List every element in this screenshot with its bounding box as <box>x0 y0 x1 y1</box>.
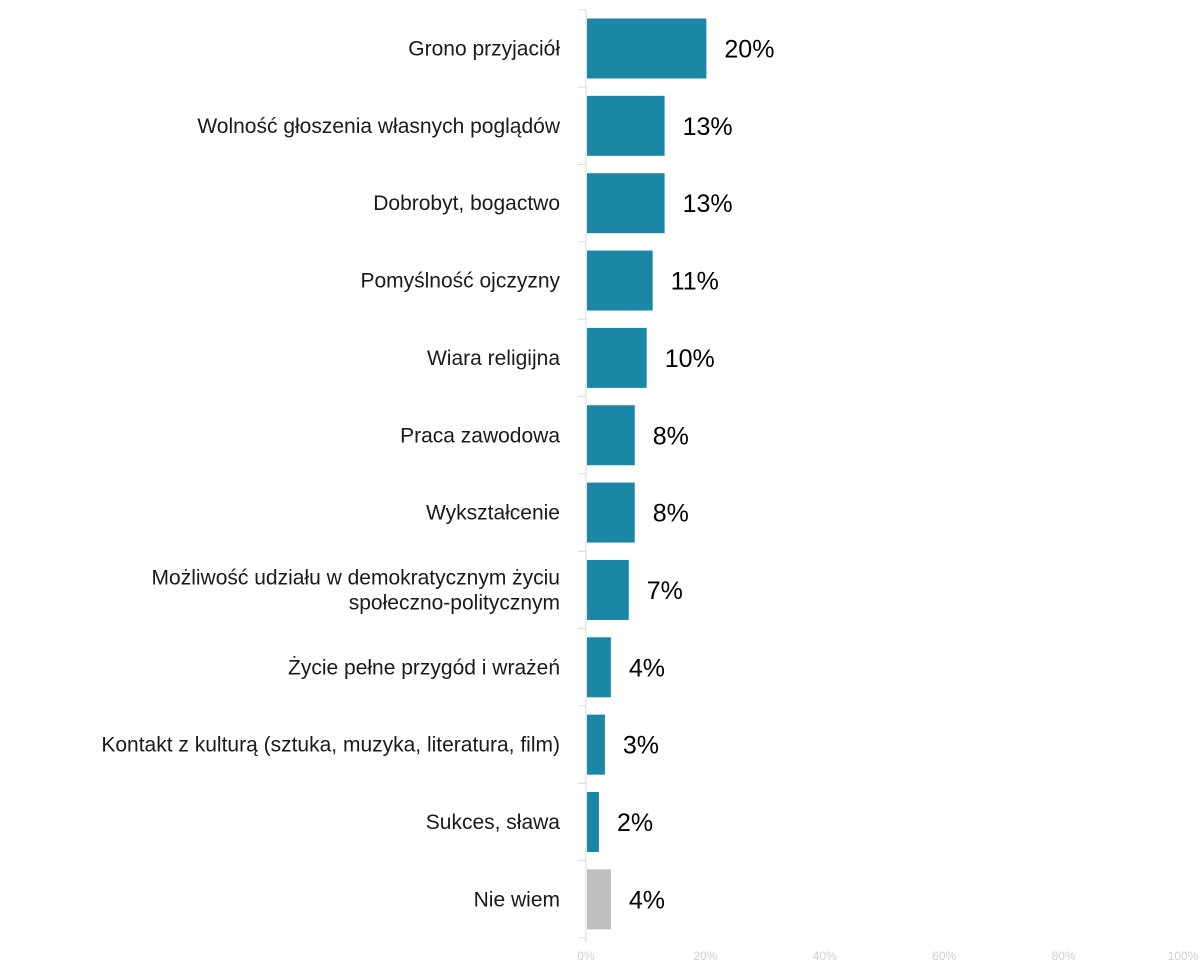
tick-labels-group: 0% 20% 40% 60% 80% 100% <box>577 949 1198 963</box>
data-label: 20% <box>724 36 774 64</box>
data-label: 10% <box>665 345 715 373</box>
data-label: 2% <box>617 809 653 837</box>
value-axis <box>578 9 587 942</box>
value-labels-group: 20% 13% 13% 11% 10% 8% 8% 7% 4% 3% 2% 4% <box>617 36 775 915</box>
category-label: Wiara religijna <box>427 347 560 370</box>
bar <box>587 327 647 388</box>
bar <box>587 250 653 311</box>
category-label: Grono przyjaciół <box>408 38 560 61</box>
x-tick-label: 80% <box>1052 949 1076 963</box>
category-label: Wykształcenie <box>426 502 560 525</box>
category-label: Praca zawodowa <box>400 424 560 447</box>
bar <box>587 95 665 156</box>
category-label: Możliwość udziału w demokratycznym życiu… <box>152 566 560 614</box>
category-label: Wolność głoszenia własnych poglądów <box>197 115 560 138</box>
data-label: 8% <box>653 500 689 528</box>
bar <box>587 559 629 620</box>
category-label: Pomyślność ojczyzny <box>360 270 560 293</box>
bars-group <box>587 18 707 930</box>
category-label: Sukces, sława <box>426 811 561 834</box>
bar <box>587 18 707 79</box>
category-label: Kontakt z kulturą (sztuka, muzyka, liter… <box>101 734 560 757</box>
data-label: 4% <box>629 886 665 914</box>
category-label: Nie wiem <box>474 888 560 911</box>
data-label: 4% <box>629 654 665 682</box>
category-labels-group: Grono przyjaciół Wolność głoszenia własny… <box>101 38 560 912</box>
bar <box>587 792 599 852</box>
data-label: 13% <box>683 190 733 218</box>
bar <box>587 714 605 775</box>
category-label: Życie pełne przygód i wrażeń <box>288 656 560 679</box>
data-label: 11% <box>671 268 719 296</box>
data-label: 8% <box>653 422 689 450</box>
bar <box>587 482 635 543</box>
x-tick-label: 60% <box>932 949 956 963</box>
bar <box>587 405 635 466</box>
data-label: 7% <box>647 577 683 605</box>
x-tick-label: 0% <box>577 949 595 963</box>
bar <box>587 173 665 234</box>
bar <box>587 637 611 698</box>
x-tick-label: 100% <box>1168 949 1199 963</box>
category-label: Dobrobyt, bogactwo <box>373 192 560 215</box>
x-tick-label: 20% <box>693 949 717 963</box>
data-label: 13% <box>683 113 733 141</box>
bar <box>587 869 611 930</box>
x-tick-label: 40% <box>813 949 837 963</box>
data-label: 3% <box>623 732 659 760</box>
